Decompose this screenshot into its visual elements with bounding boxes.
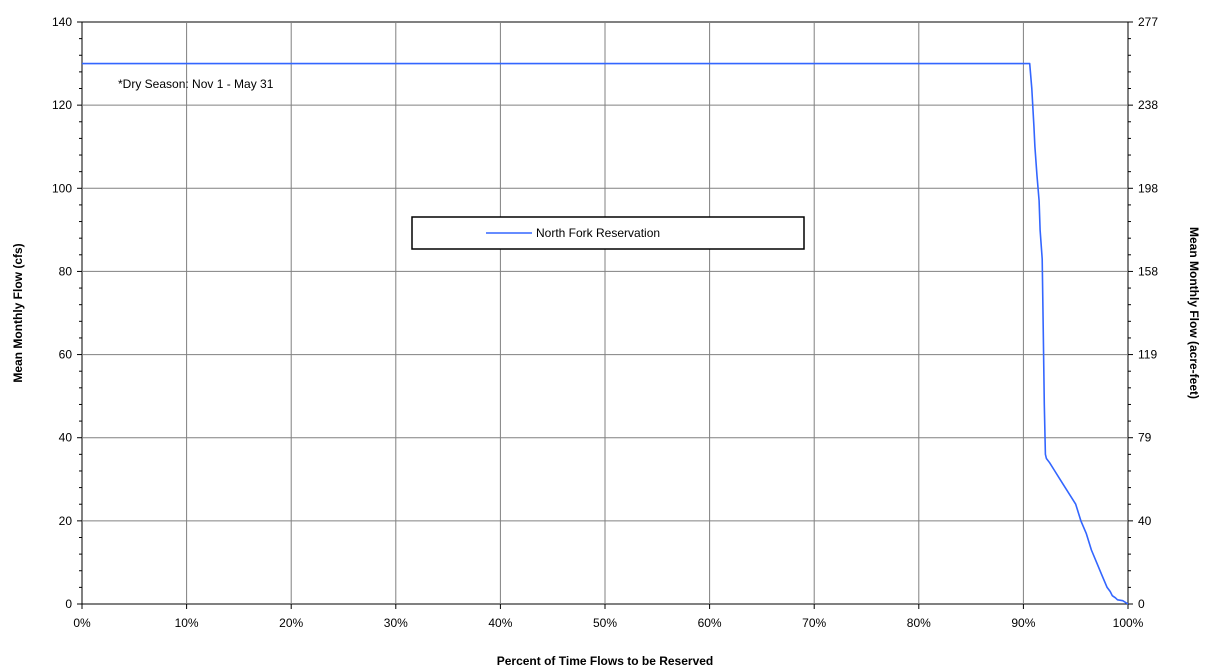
gridlines [82,22,1128,604]
x-tick-label: 20% [279,616,303,630]
y2-tick-label: 277 [1138,15,1158,29]
y-axis-title: Mean Monthly Flow (cfs) [11,243,25,382]
x-tick-label: 90% [1011,616,1035,630]
y-tick-label: 40 [59,431,73,445]
legend-box [411,216,805,250]
legend: North Fork Reservation [411,216,805,250]
x-tick-label: 40% [488,616,512,630]
series-group [82,62,1129,605]
x-tick-labels: 0% 10% 20% 30% 40% 50% 60% 70% 80% 90% 100% [73,616,1143,630]
series-line-north-fork-reservation [82,62,1129,605]
x-tick-label: 0% [73,616,91,630]
y-tick-label: 80 [59,264,73,278]
x-tick-label: 70% [802,616,826,630]
x-axis-title: Percent of Time Flows to be Reserved [497,654,714,668]
x-tick-label: 50% [593,616,617,630]
x-tick-label: 30% [384,616,408,630]
y2-tick-label: 79 [1138,431,1152,445]
x-tick-label: 60% [698,616,722,630]
x-tick-label: 100% [1113,616,1144,630]
y-tick-label: 20 [59,514,73,528]
y2-tick-label: 198 [1138,181,1158,195]
x-tick-label: 10% [175,616,199,630]
axis-ticks [77,21,1133,609]
y-tick-label: 0 [65,597,72,611]
y2-axis-title: Mean Monthly Flow (acre-feet) [1187,227,1201,399]
y-tick-label: 120 [52,98,72,112]
y2-tick-label: 0 [1138,597,1145,611]
y-tick-labels: 0 20 40 60 80 100 120 140 [52,15,72,611]
y2-tick-label: 119 [1138,348,1157,362]
y-tick-label: 60 [59,348,73,362]
y2-tick-label: 158 [1138,264,1158,278]
y-tick-label: 100 [52,181,72,195]
legend-label: North Fork Reservation [536,226,660,240]
y2-tick-label: 40 [1138,514,1152,528]
y-tick-label: 140 [52,15,72,29]
annotation-note: *Dry Season: Nov 1 - May 31 [118,77,274,91]
y2-tick-label: 238 [1138,98,1158,112]
y2-tick-labels: 0 40 79 119 158 198 238 277 [1138,15,1158,611]
x-tick-label: 80% [907,616,931,630]
